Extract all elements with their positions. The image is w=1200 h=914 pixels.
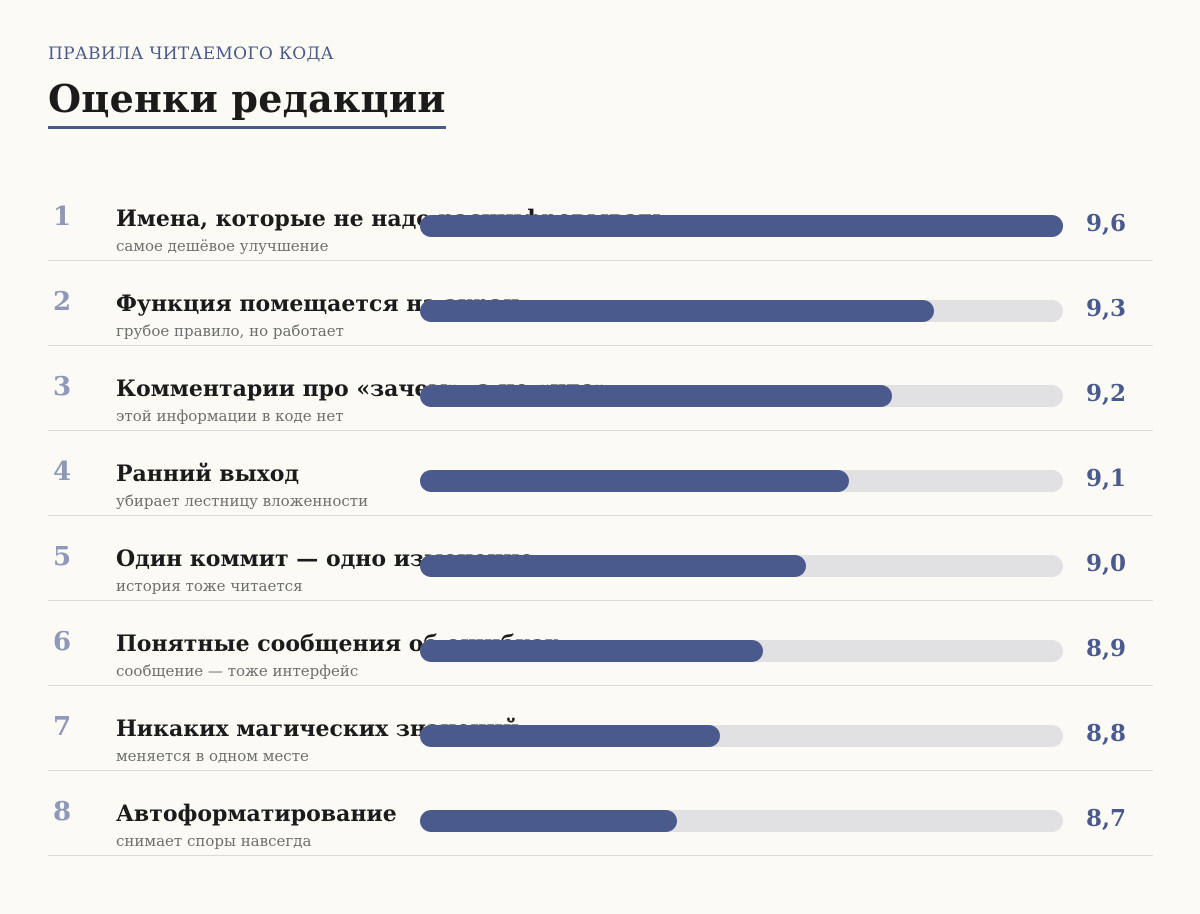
category-note: грубое правило, но работает: [116, 322, 344, 340]
bar-track: [420, 300, 1063, 322]
kicker: ПРАВИЛА ЧИТАЕМОГО КОДА: [48, 44, 334, 64]
rank-label: 3: [53, 372, 72, 402]
bar: [420, 810, 677, 832]
chart-row: 1 Имена, которые не надо расшифровывать са…: [48, 176, 1153, 261]
rank-label: 6: [53, 627, 72, 657]
bar: [420, 640, 763, 662]
value-label: 9,2: [1086, 380, 1127, 407]
title-block: Оценки редакции: [48, 76, 446, 129]
chart-row: 7 Никаких магических значений меняется в о…: [48, 686, 1153, 771]
bar-track: [420, 555, 1063, 577]
chart-row: 3 Комментарии про «зачем», а не «что» этой…: [48, 346, 1153, 431]
value-label: 8,8: [1086, 720, 1127, 747]
value-label: 9,3: [1086, 295, 1127, 322]
bar: [420, 300, 934, 322]
bar-track: [420, 470, 1063, 492]
value-label: 9,0: [1086, 550, 1127, 577]
rank-label: 8: [53, 797, 72, 827]
chart-row: 8 Автоформатирование снимает споры навсегд…: [48, 771, 1153, 856]
category-label: Ранний выход: [116, 461, 300, 487]
chart-row: 2 Функция помещается на экран грубое прави…: [48, 261, 1153, 346]
category-note: снимает споры навсегда: [116, 832, 312, 850]
bar-track: [420, 810, 1063, 832]
bar: [420, 470, 849, 492]
bar-track: [420, 385, 1063, 407]
rank-label: 2: [53, 287, 72, 317]
bar-track: [420, 640, 1063, 662]
chart-row: 4 Ранний выход убирает лестницу вложенност…: [48, 431, 1153, 516]
value-label: 9,1: [1086, 465, 1127, 492]
value-label: 9,6: [1086, 210, 1127, 237]
category-note: самое дешёвое улучшение: [116, 237, 329, 255]
rank-label: 5: [53, 542, 72, 572]
chart-row: 5 Один коммит — одно изменение история тож…: [48, 516, 1153, 601]
bar: [420, 725, 720, 747]
value-label: 8,9: [1086, 635, 1127, 662]
rank-label: 4: [53, 457, 72, 487]
ratings-chart: 1 Имена, которые не надо расшифровывать са…: [48, 176, 1153, 856]
bar-track: [420, 725, 1063, 747]
category-note: история тоже читается: [116, 577, 303, 595]
category-note: этой информации в коде нет: [116, 407, 344, 425]
category-note: убирает лестницу вложенности: [116, 492, 369, 510]
bar: [420, 555, 806, 577]
bar: [420, 385, 892, 407]
category-note: меняется в одном месте: [116, 747, 309, 765]
rank-label: 1: [53, 202, 72, 232]
category-note: сообщение — тоже интерфейс: [116, 662, 359, 680]
value-label: 8,7: [1086, 805, 1127, 832]
category-label: Автоформатирование: [116, 801, 397, 827]
page-title: Оценки редакции: [48, 76, 446, 121]
bar: [420, 215, 1063, 237]
rank-label: 7: [53, 712, 72, 742]
bar-track: [420, 215, 1063, 237]
chart-row: 6 Понятные сообщения об ошибках сообщение …: [48, 601, 1153, 686]
